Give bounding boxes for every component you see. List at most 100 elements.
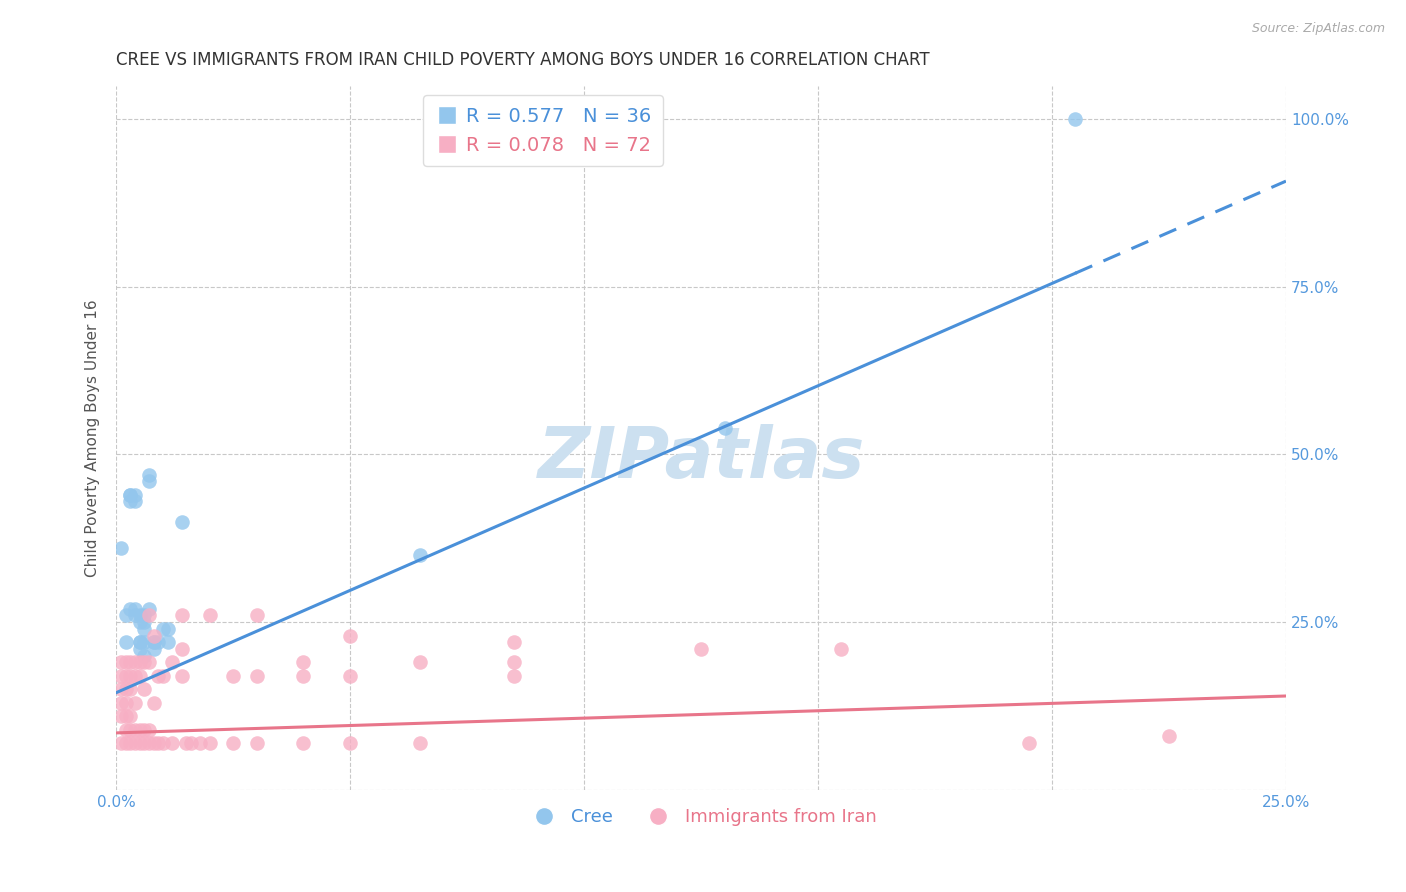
Point [142, 629, 165, 643]
Point [138, 723, 160, 737]
Point [110, 656, 132, 670]
Point [134, 736, 156, 750]
Point [124, 601, 146, 615]
Point [128, 723, 150, 737]
Point [292, 656, 315, 670]
Point [128, 736, 150, 750]
Point [292, 669, 315, 683]
Point [222, 736, 245, 750]
Point [110, 709, 132, 723]
Point [409, 736, 432, 750]
Point [114, 723, 136, 737]
Point [114, 635, 136, 649]
Point [124, 696, 146, 710]
Point [138, 467, 160, 482]
Point [148, 736, 170, 750]
Point [124, 656, 146, 670]
Point [503, 669, 526, 683]
Y-axis label: Child Poverty Among Boys Under 16: Child Poverty Among Boys Under 16 [86, 299, 100, 576]
Point [124, 723, 146, 737]
Point [120, 709, 142, 723]
Point [128, 635, 150, 649]
Point [713, 420, 735, 434]
Text: Source: ZipAtlas.com: Source: ZipAtlas.com [1251, 22, 1385, 36]
Point [138, 475, 160, 489]
Point [690, 642, 713, 657]
Point [339, 629, 361, 643]
Point [170, 642, 193, 657]
Point [190, 736, 212, 750]
Point [110, 736, 132, 750]
Point [134, 615, 156, 630]
Point [198, 608, 221, 623]
Point [162, 656, 184, 670]
Point [339, 736, 361, 750]
Point [128, 656, 150, 670]
Point [176, 736, 198, 750]
Point [170, 669, 193, 683]
Point [114, 736, 136, 750]
Point [120, 656, 142, 670]
Point [120, 736, 142, 750]
Point [124, 608, 146, 623]
Point [120, 601, 142, 615]
Point [114, 656, 136, 670]
Point [339, 669, 361, 683]
Point [124, 736, 146, 750]
Point [152, 622, 174, 636]
Point [1018, 736, 1040, 750]
Point [142, 635, 165, 649]
Point [124, 494, 146, 508]
Point [114, 696, 136, 710]
Point [134, 648, 156, 663]
Point [128, 669, 150, 683]
Point [148, 669, 170, 683]
Point [124, 669, 146, 683]
Point [246, 608, 269, 623]
Point [124, 488, 146, 502]
Point [246, 669, 269, 683]
Point [120, 488, 142, 502]
Point [128, 615, 150, 630]
Point [114, 709, 136, 723]
Point [162, 736, 184, 750]
Point [138, 608, 160, 623]
Point [246, 736, 269, 750]
Point [110, 696, 132, 710]
Point [142, 736, 165, 750]
Point [142, 642, 165, 657]
Text: CREE VS IMMIGRANTS FROM IRAN CHILD POVERTY AMONG BOYS UNDER 16 CORRELATION CHART: CREE VS IMMIGRANTS FROM IRAN CHILD POVER… [117, 51, 929, 69]
Point [142, 696, 165, 710]
Point [120, 723, 142, 737]
Point [409, 548, 432, 562]
Point [110, 541, 132, 556]
Point [128, 635, 150, 649]
Point [134, 682, 156, 697]
Point [114, 608, 136, 623]
Point [152, 736, 174, 750]
Point [170, 608, 193, 623]
Point [156, 635, 179, 649]
Point [128, 642, 150, 657]
Legend: Cree, Immigrants from Iran: Cree, Immigrants from Iran [519, 801, 884, 834]
Point [128, 608, 150, 623]
Point [134, 656, 156, 670]
Text: ZIPatlas: ZIPatlas [537, 425, 865, 493]
Point [120, 669, 142, 683]
Point [170, 515, 193, 529]
Point [222, 669, 245, 683]
Point [830, 642, 852, 657]
Point [1157, 729, 1180, 743]
Point [198, 736, 221, 750]
Point [120, 488, 142, 502]
Point [110, 669, 132, 683]
Point [114, 669, 136, 683]
Point [134, 622, 156, 636]
Point [120, 682, 142, 697]
Point [148, 635, 170, 649]
Point [1064, 112, 1087, 126]
Point [114, 682, 136, 697]
Point [409, 656, 432, 670]
Point [138, 601, 160, 615]
Point [120, 494, 142, 508]
